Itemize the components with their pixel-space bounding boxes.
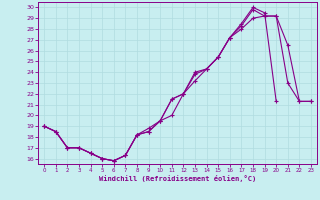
X-axis label: Windchill (Refroidissement éolien,°C): Windchill (Refroidissement éolien,°C) — [99, 175, 256, 182]
